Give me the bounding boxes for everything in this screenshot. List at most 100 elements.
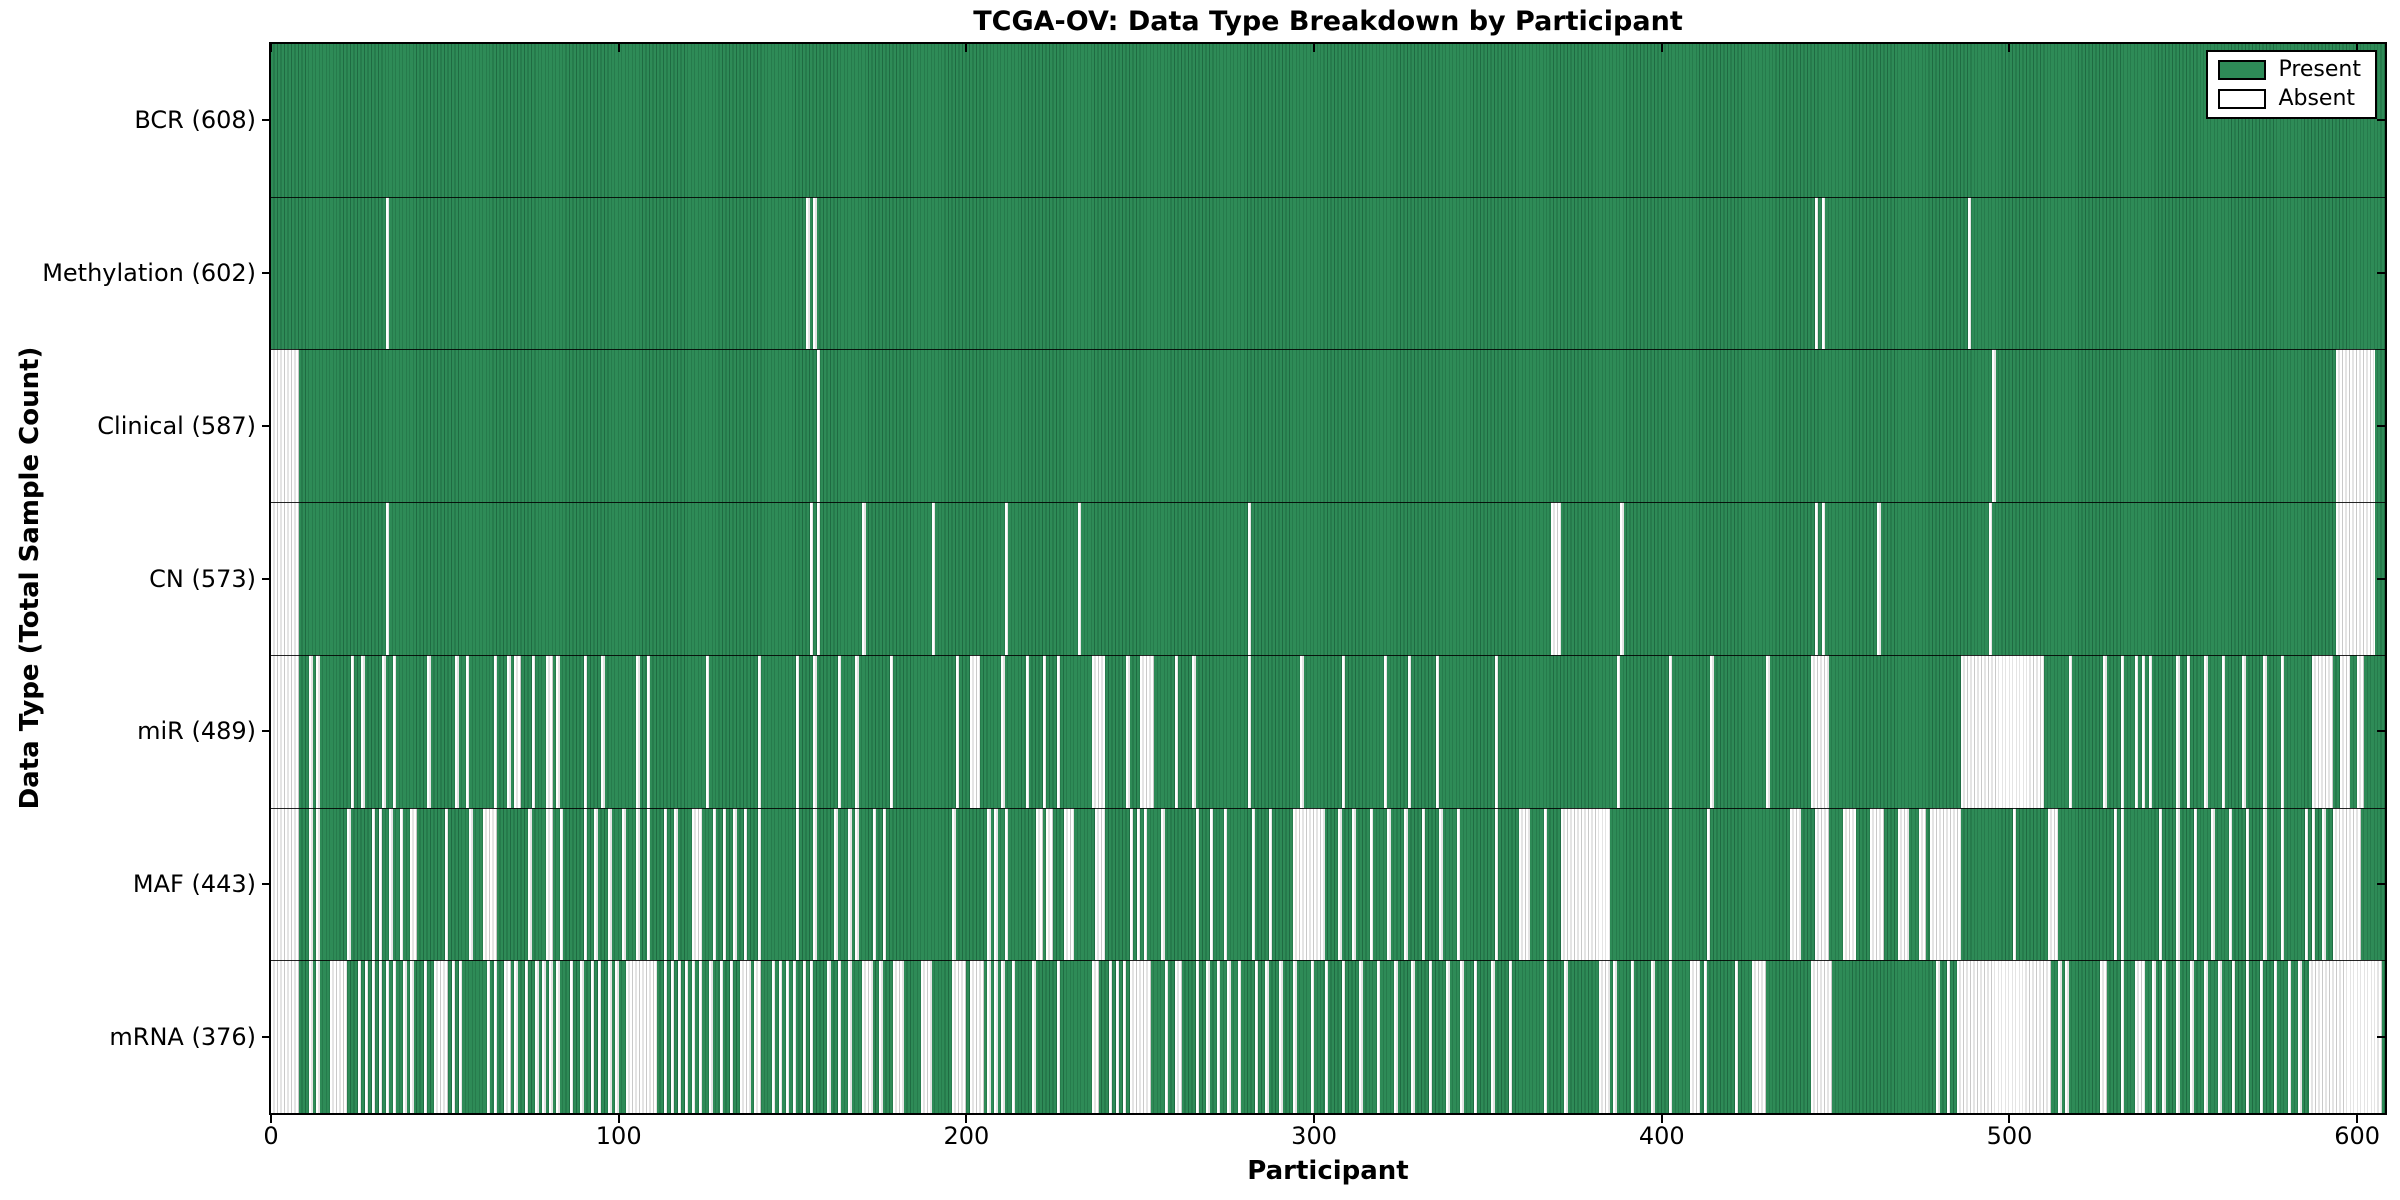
absent-range-maf bbox=[952, 807, 956, 961]
absent-range-mrna bbox=[625, 960, 657, 1113]
row-mir bbox=[271, 654, 2385, 808]
absent-range-mrna bbox=[486, 960, 491, 1113]
plot-area bbox=[271, 44, 2385, 1113]
absent-range-mrna bbox=[1689, 960, 1701, 1113]
absent-range-maf bbox=[1195, 807, 1200, 961]
absent-range-maf bbox=[1404, 807, 1408, 961]
absent-range-mir bbox=[1811, 654, 1829, 808]
absent-range-maf bbox=[2305, 807, 2309, 961]
absent-range-maf bbox=[1143, 807, 1148, 961]
absent-range-mrna bbox=[1376, 960, 1381, 1113]
absent-range-maf bbox=[2263, 807, 2267, 961]
absent-range-maf bbox=[872, 807, 876, 961]
absent-range-mrna bbox=[1734, 960, 1739, 1113]
absent-range-maf bbox=[399, 807, 404, 961]
absent-range-mrna bbox=[580, 960, 584, 1113]
absent-range-mrna bbox=[1195, 960, 1200, 1113]
xtick-mark bbox=[965, 1113, 968, 1123]
ytick-mark bbox=[262, 272, 271, 275]
absent-range-mir bbox=[636, 654, 640, 808]
absent-range-cn bbox=[2336, 502, 2375, 655]
absent-range-maf bbox=[1004, 807, 1009, 961]
absent-range-mrna bbox=[1811, 960, 1833, 1113]
absent-range-mir bbox=[1042, 654, 1047, 808]
absent-range-mrna bbox=[1703, 960, 1707, 1113]
absent-range-mir bbox=[427, 654, 431, 808]
absent-range-mir bbox=[2242, 654, 2246, 808]
row-bcr bbox=[271, 44, 2385, 197]
absent-range-maf bbox=[1439, 807, 1443, 961]
absent-range-maf bbox=[2012, 807, 2017, 961]
absent-range-mrna bbox=[535, 960, 539, 1113]
absent-range-mir bbox=[601, 654, 605, 808]
absent-range-mrna bbox=[590, 960, 595, 1113]
absent-range-maf bbox=[723, 807, 727, 961]
absent-range-mrna bbox=[1227, 960, 1231, 1113]
absent-range-mir bbox=[556, 654, 560, 808]
ytick-mark-right bbox=[2377, 424, 2385, 427]
ytick-label-maf: MAF (443) bbox=[132, 869, 256, 898]
absent-range-maf bbox=[2047, 807, 2059, 961]
absent-range-mir bbox=[316, 654, 320, 808]
absent-range-mir bbox=[1300, 654, 1304, 808]
ytick-mark bbox=[262, 424, 271, 427]
ytick-mark-right bbox=[2377, 119, 2385, 122]
absent-range-mrna bbox=[740, 960, 751, 1113]
absent-range-mir bbox=[2068, 654, 2073, 808]
absent-range-mir bbox=[2186, 654, 2191, 808]
absent-range-mrna bbox=[969, 960, 984, 1113]
absent-range-mrna bbox=[1279, 960, 1283, 1113]
absent-range-mir bbox=[531, 654, 536, 808]
absent-range-cn bbox=[385, 502, 390, 655]
absent-range-maf bbox=[528, 807, 532, 961]
absent-range-mrna bbox=[1946, 960, 1951, 1113]
absent-range-clinical bbox=[271, 349, 299, 503]
absent-range-mrna bbox=[493, 960, 497, 1113]
absent-range-mir bbox=[1091, 654, 1106, 808]
absent-range-mrna bbox=[1032, 960, 1036, 1113]
xtick-mark bbox=[2008, 1113, 2011, 1123]
xtick-mark-top bbox=[2008, 44, 2011, 52]
absent-range-maf bbox=[378, 807, 383, 961]
absent-range-mrna bbox=[434, 960, 449, 1113]
absent-range-maf bbox=[1063, 807, 1075, 961]
absent-range-mir bbox=[1383, 654, 1388, 808]
absent-range-maf bbox=[882, 807, 887, 961]
absent-range-mrna bbox=[451, 960, 456, 1113]
absent-range-clinical bbox=[1992, 349, 1996, 503]
absent-range-mrna bbox=[1001, 960, 1005, 1113]
absent-range-mrna bbox=[677, 960, 682, 1113]
absent-range-maf bbox=[1814, 807, 1829, 961]
absent-range-maf bbox=[1369, 807, 1374, 961]
absent-range-mrna bbox=[1394, 960, 1398, 1113]
absent-range-mrna bbox=[2176, 960, 2180, 1113]
absent-range-mir bbox=[583, 654, 588, 808]
absent-range-maf bbox=[309, 807, 313, 961]
x-axis-label: Participant bbox=[1247, 1156, 1409, 1186]
absent-range-mrna bbox=[2162, 960, 2166, 1113]
absent-range-methylation bbox=[385, 196, 390, 350]
absent-range-mrna bbox=[549, 960, 553, 1113]
absent-range-mir bbox=[545, 654, 553, 808]
absent-range-mrna bbox=[2152, 960, 2156, 1113]
absent-range-mrna bbox=[1091, 960, 1099, 1113]
absent-range-mrna bbox=[771, 960, 776, 1113]
absent-range-mir bbox=[2103, 654, 2107, 808]
absent-range-mir bbox=[955, 654, 960, 808]
row-methylation bbox=[271, 196, 2385, 350]
absent-range-mrna bbox=[827, 960, 831, 1113]
xtick-label-0: 0 bbox=[263, 1122, 279, 1150]
absent-range-mrna bbox=[1341, 960, 1346, 1113]
ytick-label-bcr: BCR (608) bbox=[134, 106, 256, 135]
absent-range-maf bbox=[316, 807, 320, 961]
absent-range-cn bbox=[1877, 502, 1881, 655]
absent-range-maf bbox=[1387, 807, 1391, 961]
absent-range-maf bbox=[545, 807, 553, 961]
legend: Present Absent bbox=[2206, 50, 2377, 119]
absent-range-maf bbox=[1494, 807, 1499, 961]
absent-range-maf bbox=[757, 807, 762, 961]
absent-range-mir bbox=[889, 654, 894, 808]
absent-range-cn bbox=[1821, 502, 1826, 655]
absent-range-mrna bbox=[698, 960, 703, 1113]
row-separator bbox=[271, 196, 2385, 198]
